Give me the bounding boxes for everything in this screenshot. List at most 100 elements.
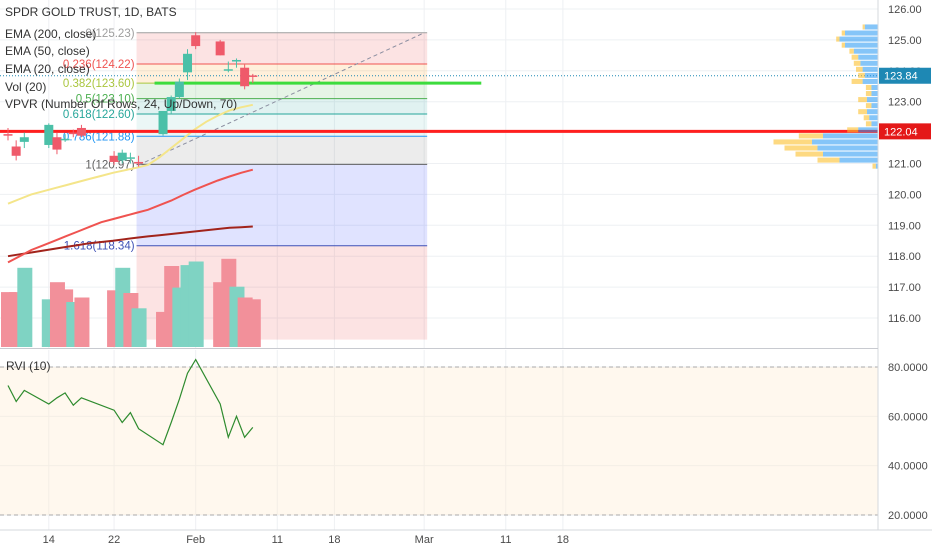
- vpvr-up: [784, 145, 818, 151]
- chart-title: SPDR GOLD TRUST, 1D, BATS: [5, 5, 177, 19]
- candle-body: [240, 67, 250, 87]
- fib-label-0: 0(125.23): [85, 28, 134, 40]
- time-tick-label-1: 22: [108, 534, 120, 546]
- vpvr-down: [845, 42, 878, 48]
- rvi-tick-label-3: 20.0000: [888, 510, 928, 522]
- vpvr-down: [869, 115, 878, 121]
- level-price-badge: [879, 123, 931, 140]
- ema200-line: [7, 225, 253, 258]
- legend-vol: Vol (20): [5, 80, 46, 94]
- vpvr-up: [851, 78, 863, 84]
- trend-line: [138, 32, 425, 166]
- price-tick-label-7: 119.00: [888, 220, 921, 232]
- vpvr-up: [853, 60, 861, 66]
- price-tick-label-10: 116.00: [888, 313, 921, 325]
- candle-body: [215, 41, 225, 56]
- volume-bar: [131, 308, 147, 347]
- vpvr-down: [871, 103, 878, 109]
- vpvr-up: [817, 157, 840, 163]
- vpvr-up: [847, 127, 859, 133]
- last-price-badge-text: 123.84: [884, 71, 918, 83]
- vpvr-up: [865, 121, 872, 127]
- time-tick-label-3: 11: [272, 534, 283, 546]
- candle-body: [183, 53, 193, 73]
- rvi-tick-label-1: 60.0000: [888, 411, 928, 423]
- volume-bar: [245, 299, 261, 347]
- candle-body: [191, 35, 201, 47]
- vpvr-down: [860, 60, 878, 66]
- vpvr-up: [862, 24, 865, 30]
- vpvr-up: [836, 36, 840, 42]
- fib-zone-4: [136, 114, 428, 137]
- level-price-badge-text: 122.04: [884, 126, 918, 138]
- candlesticks: [3, 32, 258, 167]
- vpvr-up: [851, 54, 859, 60]
- time-tick-label-7: 18: [557, 534, 569, 546]
- candle-body: [44, 124, 54, 145]
- vpvr-down: [817, 145, 878, 151]
- candle-body: [117, 152, 127, 161]
- price-tick-label-0: 126.00: [888, 4, 922, 16]
- volume-bar: [17, 267, 33, 347]
- vpvr-down: [823, 151, 878, 157]
- vpvr-down: [871, 91, 878, 97]
- ema20-line: [7, 103, 254, 205]
- candle-body: [125, 157, 135, 159]
- candle-body: [52, 137, 62, 150]
- vpvr-down: [812, 139, 878, 145]
- vpvr-down: [839, 157, 878, 163]
- price-tick-label-8: 118.00: [888, 251, 921, 263]
- vpvr-down: [864, 72, 878, 78]
- vpvr-up: [865, 91, 872, 97]
- candle-body: [3, 134, 13, 136]
- ema-lines: [7, 103, 254, 264]
- vpvr-down: [839, 36, 878, 42]
- legend-vpvr: VPVR (Number Of Rows, 24, Up/Down, 70): [5, 97, 237, 111]
- vpvr-up: [865, 84, 872, 91]
- legend-ema200: EMA (200, close): [5, 27, 96, 41]
- fib-label-4: 0.618(122.60): [63, 109, 135, 121]
- horizontal-lines[interactable]: [0, 75, 878, 133]
- time-tick-label-5: Mar: [415, 534, 434, 546]
- volume-profile: [773, 24, 878, 169]
- vpvr-up: [865, 103, 872, 109]
- rvi-tick-label-0: 80.0000: [888, 362, 928, 374]
- vpvr-up: [841, 42, 845, 48]
- candle-body: [231, 59, 241, 62]
- candle-body: [158, 110, 168, 135]
- vpvr-up: [858, 72, 865, 78]
- rvi-pane: [0, 358, 878, 516]
- candle-body: [60, 138, 70, 141]
- candle-body: [68, 132, 78, 135]
- candle-body: [134, 161, 144, 164]
- rvi-tick-label-2: 40.0000: [888, 461, 928, 473]
- vpvr-down: [875, 163, 878, 169]
- vpvr-down: [864, 24, 878, 30]
- vpvr-down: [862, 66, 878, 72]
- fib-zone-0: [136, 32, 428, 65]
- vpvr-down: [867, 109, 878, 115]
- vpvr-down: [845, 30, 878, 36]
- header-legend: SPDR GOLD TRUST, 1D, BATS EMA (200, clos…: [5, 5, 237, 373]
- fib-label-3: 0.5(123.10): [76, 94, 135, 106]
- rvi-line: [7, 358, 254, 446]
- vpvr-up: [841, 30, 845, 36]
- vpvr-up: [795, 151, 823, 157]
- price-tick-label-9: 117.00: [888, 282, 921, 294]
- candle-body: [248, 75, 258, 77]
- volume-bars: [1, 258, 261, 347]
- vpvr-up: [773, 139, 812, 145]
- candle-body: [11, 146, 21, 156]
- vpvr-down: [823, 133, 878, 139]
- vpvr-up: [872, 163, 876, 169]
- rvi-band: [0, 367, 878, 515]
- last-price-badge: [879, 67, 931, 84]
- fib-zone-3: [136, 98, 428, 115]
- vpvr-down: [862, 78, 878, 84]
- vpvr-up: [858, 97, 867, 103]
- time-tick-label-4: 18: [328, 534, 340, 546]
- ema50-line: [7, 168, 254, 264]
- price-tick-label-5: 121.00: [888, 159, 922, 171]
